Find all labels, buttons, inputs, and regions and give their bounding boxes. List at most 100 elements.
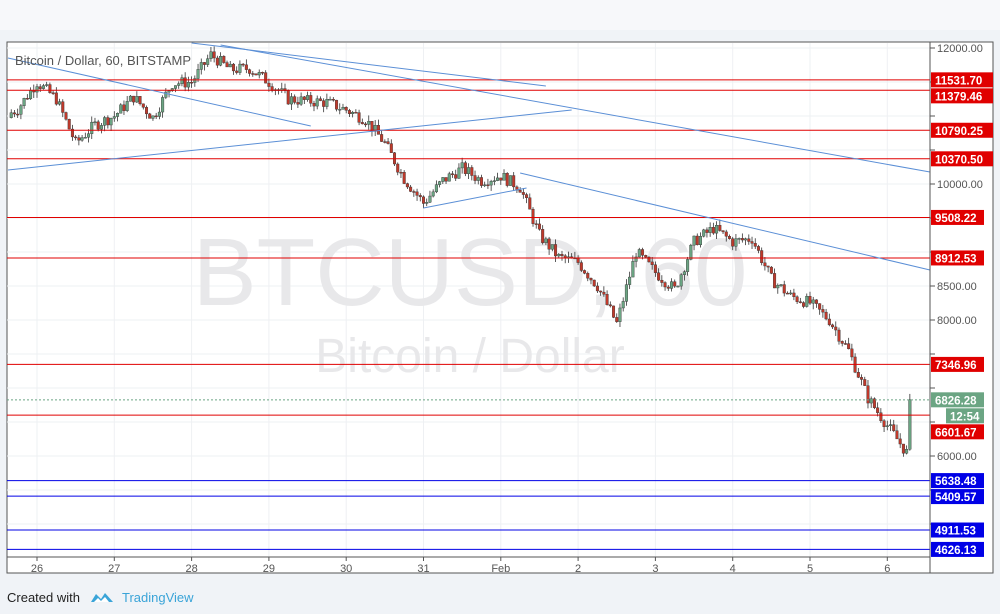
resistance-label-bg — [931, 424, 984, 440]
candle-body — [119, 104, 123, 114]
candle-body — [399, 171, 403, 174]
candle-body — [418, 195, 422, 198]
candle-body — [422, 196, 426, 204]
candle-body — [641, 249, 645, 256]
candle-body — [856, 372, 860, 378]
candle-body — [289, 96, 293, 105]
price-axis[interactable]: 12000.00 10000.00 8500.00 8000.00 6000.00 — [930, 43, 983, 525]
candle-body — [682, 271, 686, 275]
candle-body — [16, 113, 20, 116]
candle-body — [425, 202, 429, 204]
candle-body — [592, 279, 596, 287]
candle-body — [354, 112, 358, 114]
x-tick-label: 30 — [340, 563, 352, 575]
trendline[interactable] — [7, 109, 572, 171]
candle-body — [547, 238, 551, 250]
candle-body — [850, 348, 854, 358]
candle-body — [122, 104, 126, 111]
candle-body — [209, 51, 213, 59]
candle-body — [769, 266, 773, 274]
resistance-label: 10370.50 — [935, 154, 983, 166]
candle-body — [383, 141, 387, 143]
y-tick-label: 12000.00 — [937, 43, 983, 55]
candle-body — [454, 174, 458, 179]
candle-body — [660, 279, 664, 283]
resistance-label-bg — [931, 122, 993, 138]
candle-body — [744, 238, 748, 241]
candle-body — [444, 177, 448, 182]
candle-body — [615, 317, 619, 322]
candle-body — [483, 184, 487, 187]
resistance-label: 8912.53 — [935, 253, 977, 265]
candle-body — [335, 99, 339, 110]
candle-body — [763, 262, 767, 267]
countdown-label: 12:54 — [950, 411, 980, 423]
candle-body — [512, 175, 516, 188]
candle-body — [447, 173, 451, 182]
x-tick-label: 2 — [575, 563, 581, 575]
candle-body — [338, 109, 342, 111]
support-label: 4911.53 — [935, 526, 976, 538]
time-axis[interactable]: 26 27 28 29 30 31 Feb 2 3 4 5 6 — [31, 557, 890, 575]
last-price-label-bg — [931, 392, 984, 408]
trendline[interactable] — [423, 187, 527, 209]
resistance-label: 11531.70 — [935, 75, 982, 87]
candle-body — [753, 243, 757, 247]
candle-body — [756, 246, 760, 251]
grid — [7, 43, 930, 557]
candle-body — [537, 223, 541, 230]
candle-body — [866, 385, 870, 404]
candle-body — [686, 259, 690, 272]
candle-body — [895, 430, 899, 440]
candle-body — [58, 101, 62, 105]
candle-body — [254, 73, 258, 76]
candle-body — [70, 128, 74, 138]
candle-body — [621, 301, 625, 309]
candle-body — [528, 197, 532, 210]
trendline[interactable] — [7, 57, 311, 127]
candle-body — [876, 407, 880, 413]
candle-body — [760, 250, 764, 264]
candle-body — [306, 95, 310, 100]
y-tick-label: 8000.00 — [937, 315, 977, 327]
candle-body — [260, 72, 264, 74]
candle-body — [792, 292, 796, 298]
x-tick-label: 5 — [807, 563, 813, 575]
candle-body — [840, 341, 844, 344]
candle-body — [827, 318, 831, 326]
tradingview-link[interactable]: TradingView — [121, 589, 194, 605]
candle-body — [901, 443, 905, 454]
candle-body — [486, 184, 490, 187]
candle-body — [202, 62, 206, 65]
candle-body — [145, 107, 149, 115]
trendline[interactable] — [220, 44, 931, 173]
candle-body — [679, 274, 683, 287]
candle-body — [747, 238, 751, 242]
support-label-bg — [931, 489, 984, 505]
last-price-label: 6826.28 — [935, 395, 977, 407]
support-label-bg — [931, 473, 984, 489]
candle-body — [583, 270, 587, 274]
candle-body — [579, 262, 583, 271]
candle-body — [389, 143, 393, 153]
trendline[interactable] — [520, 172, 931, 271]
candle-body — [38, 86, 42, 89]
candle-body — [847, 343, 851, 350]
candle-body — [644, 255, 648, 258]
candle-body — [309, 95, 313, 104]
tradingview-logo-icon[interactable] — [90, 590, 114, 604]
candle-body — [183, 77, 187, 88]
candle-body — [834, 326, 838, 331]
candle-body — [441, 177, 445, 182]
candle-body — [328, 98, 332, 101]
candle-body — [657, 272, 661, 281]
chart-title: Bitcoin / Dollar, 60, BITSTAMP — [15, 53, 191, 68]
watermark-name: Bitcoin / Dollar — [315, 330, 624, 383]
candle-body — [647, 256, 651, 263]
candle-body — [190, 82, 194, 84]
candle-body — [367, 121, 371, 125]
candle-body — [628, 276, 632, 285]
candle-body — [135, 96, 139, 103]
candle-body — [711, 227, 715, 234]
